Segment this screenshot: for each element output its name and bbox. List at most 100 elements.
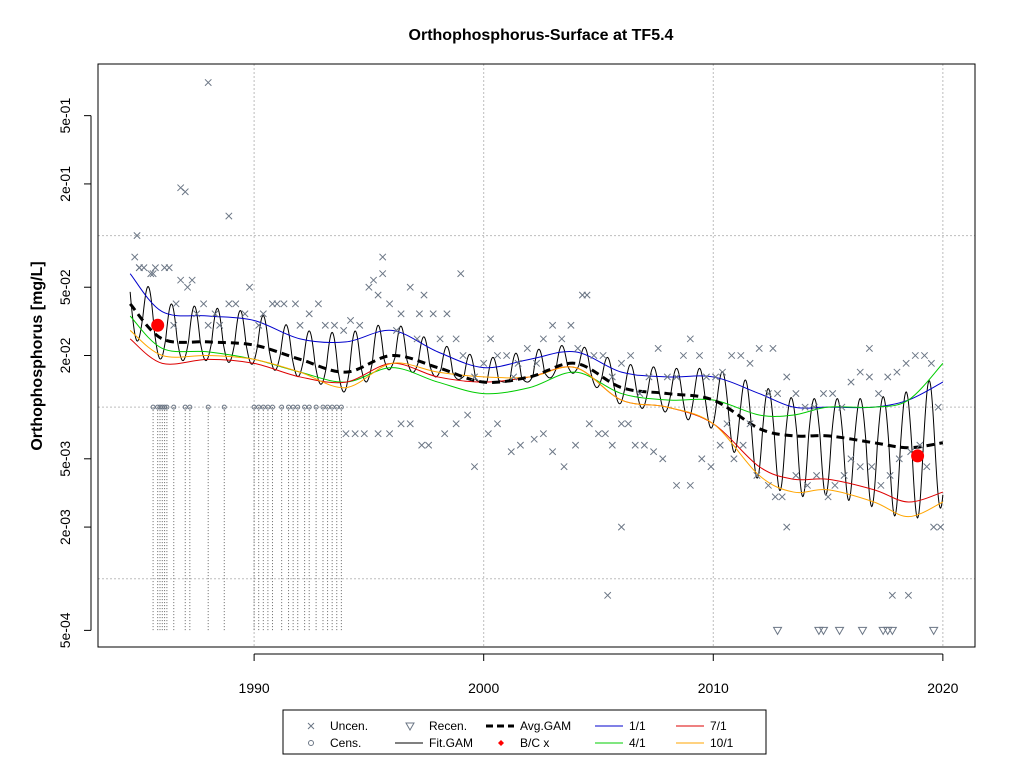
uncensored-point: [211, 310, 219, 318]
uncensored-point: [840, 471, 848, 479]
recensored-point: [887, 626, 898, 636]
y-tick-label: 2e-02: [57, 337, 73, 373]
uncensored-point: [728, 351, 736, 360]
uncensored-point: [884, 373, 892, 381]
uncensored-point: [429, 310, 437, 318]
censored-point: [221, 404, 227, 410]
uncensored-point: [902, 359, 910, 367]
uncensored-point: [654, 344, 662, 352]
uncensored-point: [718, 368, 727, 376]
uncensored-point: [567, 321, 575, 329]
censored-point: [334, 404, 340, 410]
uncensored-point: [783, 373, 791, 381]
uncensored-point: [392, 326, 401, 334]
recensored-point: [818, 626, 829, 636]
legend-label: Uncen.: [330, 719, 368, 733]
uncensored-point: [659, 455, 667, 463]
uncensored-point: [177, 184, 185, 192]
uncensored-point: [523, 344, 531, 352]
legend: Uncen. Cens. Recen. Fit.GAM Avg.GAM B/C x 1/1 4…: [282, 709, 767, 755]
uncensored-point: [599, 351, 607, 360]
legend-glyph-recen: [405, 722, 415, 732]
uncensored-point: [532, 359, 541, 367]
uncensored-point: [413, 335, 421, 343]
uncensored-point: [259, 310, 267, 318]
legend-label: Fit.GAM: [429, 736, 473, 750]
uncensored-point: [695, 351, 704, 360]
censored-point: [320, 404, 326, 410]
uncensored-point: [916, 441, 924, 449]
uncensored-point: [165, 264, 173, 272]
uncensored-point: [730, 455, 738, 463]
uncensored-point: [397, 420, 405, 428]
uncensored-point: [617, 523, 625, 531]
uncensored-point: [480, 359, 488, 367]
uncensored-point: [636, 390, 644, 398]
uncensored-point: [549, 321, 557, 329]
censored-point: [182, 404, 188, 410]
uncensored-point: [838, 403, 846, 411]
uncensored-point: [911, 351, 919, 360]
uncensored-point: [856, 368, 864, 376]
censored-point: [269, 404, 275, 410]
uncensored-point: [663, 373, 671, 381]
uncensored-point: [895, 455, 903, 463]
censored-point: [295, 404, 301, 410]
censored-point: [286, 404, 292, 410]
uncensored-point: [365, 283, 373, 291]
uncensored-point: [514, 359, 522, 367]
uncensored-point: [904, 591, 912, 599]
uncensored-point: [493, 420, 502, 428]
legend-label: 1/1: [629, 719, 646, 733]
uncensored-point: [819, 390, 828, 398]
uncensored-point: [436, 335, 444, 343]
y-tick-label: 2e-03: [57, 509, 73, 545]
uncensored-point: [386, 430, 394, 438]
uncensored-point: [342, 430, 350, 438]
uncensored-point: [774, 390, 782, 398]
recensored-point: [814, 626, 824, 636]
uncensored-point: [893, 368, 901, 376]
uncensored-point: [241, 310, 249, 318]
legend-label: Recen.: [429, 719, 467, 733]
uncensored-point: [716, 441, 724, 449]
uncensored-point: [321, 321, 329, 329]
uncensored-point: [188, 276, 196, 284]
uncensored-point: [865, 373, 873, 381]
uncensored-point: [746, 420, 754, 428]
uncensored-point: [464, 411, 472, 419]
uncensored-point: [356, 321, 364, 329]
uncensored-point: [617, 359, 625, 367]
recensored-point: [772, 626, 783, 636]
uncensored-point: [604, 591, 612, 599]
uncensored-point: [631, 441, 639, 449]
uncensored-point: [406, 283, 414, 291]
uncensored-point: [574, 344, 582, 352]
uncensored-point: [813, 471, 821, 479]
uncensored-point: [937, 523, 945, 531]
uncensored-point: [645, 373, 653, 381]
uncensored-point: [549, 448, 557, 456]
uncensored-point: [601, 430, 609, 438]
uncensored-point: [280, 300, 288, 308]
uncensored-point: [177, 276, 185, 284]
uncensored-point: [792, 471, 800, 479]
uncensored-point: [470, 463, 479, 471]
legend-label: B/C x: [520, 736, 549, 750]
legend-glyph-uncen: [307, 722, 315, 730]
uncensored-point: [225, 300, 233, 308]
uncensored-point: [245, 283, 254, 291]
legend-label: Avg.GAM: [520, 719, 571, 733]
uncensored-point: [503, 351, 511, 360]
x-tick-label: 1990: [239, 680, 270, 696]
uncensored-point: [406, 420, 414, 428]
legend-label: 10/1: [710, 736, 734, 750]
uncensored-point: [583, 291, 591, 299]
censored-point: [265, 404, 271, 410]
uncensored-point: [617, 420, 625, 428]
recensored-point: [878, 626, 889, 636]
uncensored-point: [585, 420, 593, 428]
uncensored-point: [737, 351, 745, 360]
uncensored-point: [204, 78, 212, 87]
